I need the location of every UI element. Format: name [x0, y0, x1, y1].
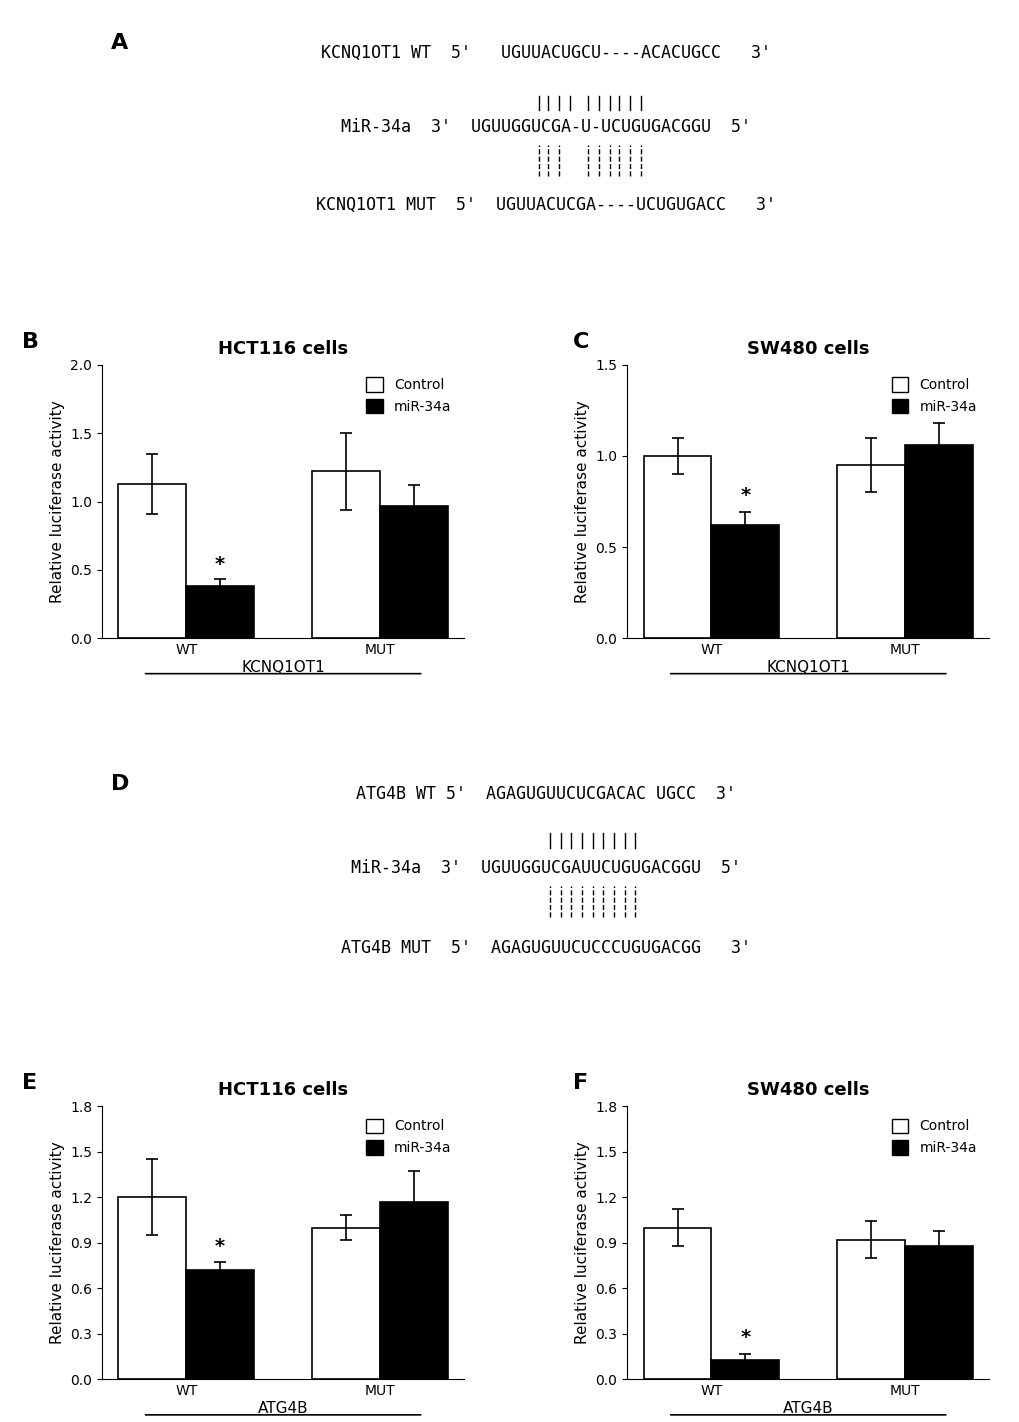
Text: MiR-34a  3'  UGUUGGUCGAUUCUGUGACGGU  5': MiR-34a 3' UGUUGGUCGAUUCUGUGACGGU 5'	[351, 859, 740, 877]
Text: ATG4B MUT  5'  AGAGUGUUCUCCCUGUGACGG   3': ATG4B MUT 5' AGAGUGUUCUCCCUGUGACGG 3'	[340, 939, 750, 957]
Legend: Control, miR-34a: Control, miR-34a	[886, 371, 981, 419]
X-axis label: KCNQ1OT1: KCNQ1OT1	[765, 660, 850, 675]
Bar	[118, 1197, 186, 1379]
Text: C: C	[573, 333, 589, 353]
Title: HCT116 cells: HCT116 cells	[218, 1081, 347, 1099]
Text: MiR-34a  3'  UGUUGGUCGA-U-UCUGUGACGGU  5': MiR-34a 3' UGUUGGUCGA-U-UCUGUGACGGU 5'	[340, 118, 750, 137]
Bar	[118, 483, 186, 638]
Y-axis label: Relative luciferase activity: Relative luciferase activity	[50, 400, 64, 603]
Bar	[711, 1359, 779, 1379]
Text: D: D	[111, 774, 129, 793]
X-axis label: ATG4B: ATG4B	[258, 1401, 308, 1416]
Bar	[904, 445, 972, 638]
Legend: Control, miR-34a: Control, miR-34a	[886, 1113, 981, 1160]
Bar	[711, 525, 779, 638]
Title: SW480 cells: SW480 cells	[746, 1081, 868, 1099]
Title: HCT116 cells: HCT116 cells	[218, 340, 347, 358]
Title: SW480 cells: SW480 cells	[746, 340, 868, 358]
Bar	[186, 1270, 254, 1379]
Text: *: *	[740, 486, 750, 505]
Text: B: B	[22, 333, 40, 353]
Text: *: *	[215, 555, 225, 574]
Legend: Control, miR-34a: Control, miR-34a	[361, 371, 457, 419]
Text: A: A	[111, 33, 128, 53]
Bar	[904, 1246, 972, 1379]
X-axis label: ATG4B: ATG4B	[783, 1401, 833, 1416]
Legend: Control, miR-34a: Control, miR-34a	[361, 1113, 457, 1160]
Y-axis label: Relative luciferase activity: Relative luciferase activity	[575, 400, 589, 603]
Text: F: F	[573, 1074, 587, 1094]
Text: KCNQ1OT1 WT  5'   UGUUACUGCU----ACACUGCC   3': KCNQ1OT1 WT 5' UGUUACUGCU----ACACUGCC 3'	[320, 44, 770, 63]
Bar	[837, 465, 904, 638]
Bar	[379, 506, 447, 638]
Bar	[643, 1227, 711, 1379]
Text: ATG4B WT 5'  AGAGUGUUCUCGACAC UGCC  3': ATG4B WT 5' AGAGUGUUCUCGACAC UGCC 3'	[356, 785, 735, 803]
Bar	[643, 456, 711, 638]
Text: *: *	[215, 1237, 225, 1257]
Bar	[379, 1202, 447, 1379]
Text: KCNQ1OT1 MUT  5'  UGUUACUCGA----UCUGUGACC   3': KCNQ1OT1 MUT 5' UGUUACUCGA----UCUGUGACC …	[316, 196, 774, 213]
Y-axis label: Relative luciferase activity: Relative luciferase activity	[575, 1142, 589, 1344]
X-axis label: KCNQ1OT1: KCNQ1OT1	[240, 660, 325, 675]
Y-axis label: Relative luciferase activity: Relative luciferase activity	[50, 1142, 64, 1344]
Bar	[312, 472, 379, 638]
Text: *: *	[740, 1328, 750, 1348]
Bar	[837, 1240, 904, 1379]
Bar	[312, 1227, 379, 1379]
Text: E: E	[22, 1074, 38, 1094]
Bar	[186, 586, 254, 638]
